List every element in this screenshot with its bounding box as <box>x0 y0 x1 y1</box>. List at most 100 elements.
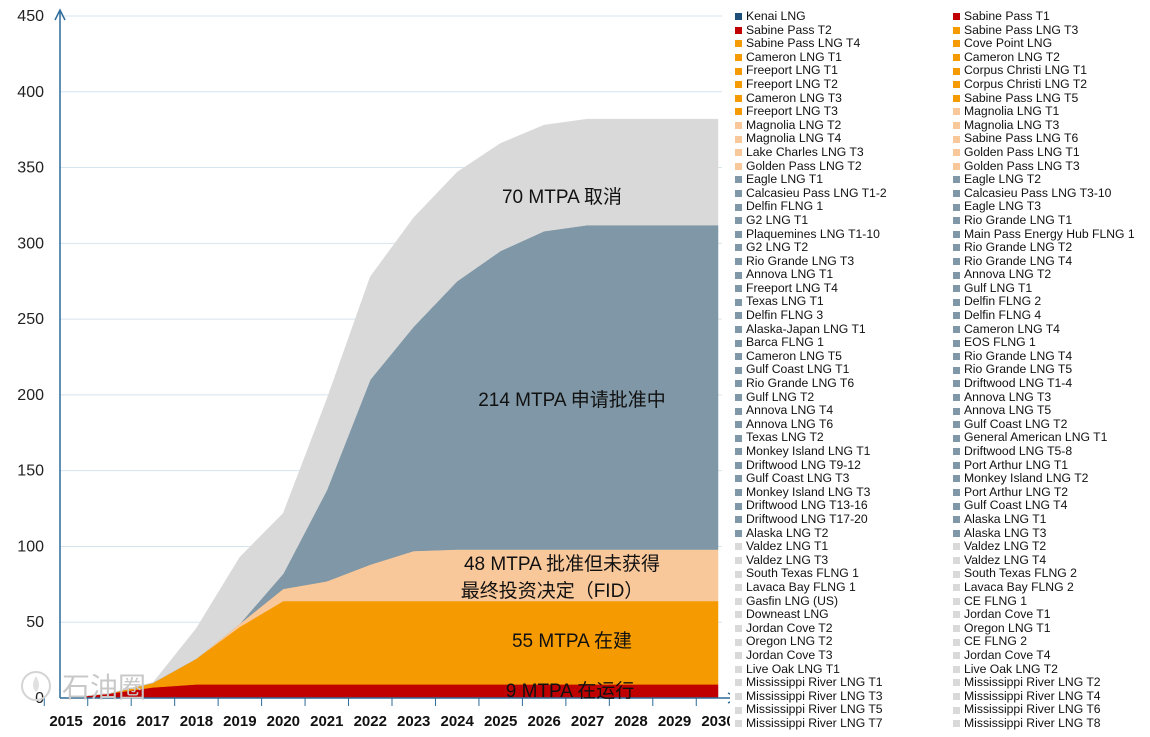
legend-swatch <box>953 597 960 605</box>
legend-item: Driftwood LNG T5-8 <box>953 444 1150 459</box>
legend-label: Alaska LNG T3 <box>964 525 1047 540</box>
legend-swatch <box>953 190 960 198</box>
legend-item: Corpus Christi LNG T2 <box>953 77 1150 92</box>
legend-swatch <box>953 665 960 673</box>
legend-label: Main Pass Energy Hub FLNG 1 <box>964 226 1135 241</box>
legend-swatch <box>735 461 742 469</box>
legend-label: Magnolia LNG T1 <box>964 104 1060 119</box>
legend-label: Freeport LNG T2 <box>746 76 838 91</box>
legend-label: Annova LNG T1 <box>746 267 834 282</box>
y-tick-label: 250 <box>17 311 44 328</box>
legend-swatch <box>953 108 960 116</box>
legend-swatch <box>735 434 742 442</box>
legend-item: G2 LNG T1 <box>735 213 950 228</box>
legend-label: Plaquemines LNG T1-10 <box>746 226 880 241</box>
legend-swatch <box>735 108 742 116</box>
legend-swatch <box>953 584 960 592</box>
legend-item: Cameron LNG T4 <box>953 322 1150 337</box>
legend-label: Mississippi River LNG T4 <box>964 688 1101 703</box>
legend-label: Jordan Cove T2 <box>746 620 833 635</box>
legend-item: Oregon LNG T1 <box>953 621 1150 636</box>
legend-item: EOS FLNG 1 <box>953 336 1150 350</box>
x-tick-label: 2021 <box>310 713 343 730</box>
legend-label: Delfin FLNG 4 <box>964 308 1042 323</box>
legend-item: Alaska LNG T1 <box>953 511 1150 527</box>
legend-label: Sabine Pass LNG T3 <box>964 22 1079 37</box>
legend-swatch <box>735 285 742 293</box>
x-axis-ticks: 2015 2016 2017 2018 2019 2020 2021 2022 2023 2024… <box>43 698 730 730</box>
legend-swatch <box>953 543 960 551</box>
legend-item: Gulf LNG T2 <box>735 390 950 405</box>
legend-swatch <box>953 529 960 537</box>
legend-label: Monkey Island LNG T1 <box>746 444 871 458</box>
legend-label: Port Arthur LNG T2 <box>964 484 1069 499</box>
legend-swatch <box>735 448 742 456</box>
legend-label: Sabine Pass LNG T4 <box>746 36 861 51</box>
legend-label: Freeport LNG T1 <box>746 63 838 78</box>
legend-swatch <box>953 67 960 75</box>
legend-label: Jordan Cove T1 <box>964 607 1051 622</box>
legend-label: Sabine Pass T1 <box>964 9 1050 23</box>
legend-item: Lavaca Bay FLNG 1 <box>735 579 950 595</box>
legend-item: Cameron LNG T1 <box>735 50 950 65</box>
legend-item: Annova LNG T2 <box>953 268 1150 282</box>
legend-label: Driftwood LNG T9-12 <box>746 457 861 472</box>
legend-item: Sabine Pass LNG T5 <box>953 91 1150 106</box>
legend-item: Rio Grande LNG T4 <box>953 349 1150 364</box>
y-tick-label: 0 <box>35 690 44 707</box>
legend-item: Lavaca Bay FLNG 2 <box>953 580 1150 595</box>
legend-swatch <box>953 94 960 102</box>
legend-label: Mississippi River LNG T7 <box>746 715 883 730</box>
legend-label: Sabine Pass T2 <box>746 22 832 37</box>
x-tick-label: 2017 <box>136 713 169 730</box>
watermark: 石油圈 <box>21 671 146 703</box>
legend-label: Delfin FLNG 3 <box>746 308 824 323</box>
x-tick-label: 2023 <box>397 713 430 730</box>
x-tick-label: 2025 <box>484 713 517 730</box>
x-tick-label: 2022 <box>354 713 387 730</box>
y-tick-label: 300 <box>17 235 44 252</box>
legend-item: Port Arthur LNG T2 <box>953 484 1150 500</box>
x-tick-label: 2015 <box>49 713 82 730</box>
legend-swatch <box>735 407 742 415</box>
legend: Kenai LNG Sabine Pass T2 Sabine Pass LNG T… <box>735 9 1150 731</box>
legend-swatch <box>953 353 960 361</box>
legend-item: Eagle LNG T3 <box>953 200 1150 214</box>
legend-swatch <box>953 13 960 21</box>
legend-swatch <box>953 393 960 401</box>
legend-item: General American LNG T1 <box>953 431 1150 445</box>
legend-label: South Texas FLNG 1 <box>746 566 859 581</box>
legend-swatch <box>735 325 742 333</box>
annotation-label: 9 MTPA 在运行 <box>506 680 634 702</box>
legend-item: Corpus Christi LNG T1 <box>953 64 1150 78</box>
legend-label: Calcasieu Pass LNG T1-2 <box>746 185 887 200</box>
legend-swatch <box>953 312 960 320</box>
legend-swatch <box>735 502 742 510</box>
legend-item: CE FLNG 1 <box>953 594 1150 609</box>
legend-label: Alaska-Japan LNG T1 <box>746 321 866 336</box>
legend-item: Mississippi River LNG T7 <box>735 715 950 731</box>
legend-swatch <box>953 26 960 34</box>
legend-swatch <box>735 421 742 429</box>
legend-label: Alaska LNG T1 <box>964 511 1047 526</box>
legend-item: Driftwood LNG T17-20 <box>735 512 950 527</box>
legend-swatch <box>735 217 742 225</box>
legend-swatch <box>953 325 960 333</box>
legend-swatch <box>953 502 960 510</box>
legend-item: Kenai LNG <box>735 9 950 24</box>
legend-swatch <box>953 475 960 483</box>
legend-item: Freeport LNG T3 <box>735 105 950 119</box>
legend-swatch <box>953 339 960 347</box>
legend-swatch <box>735 529 742 537</box>
watermark-drop-icon <box>33 676 39 692</box>
legend-label: Annova LNG T2 <box>964 267 1052 282</box>
legend-item: Lake Charles LNG T3 <box>735 145 950 160</box>
legend-label: Alaska LNG T2 <box>746 525 829 540</box>
legend-item: Mississippi River LNG T5 <box>735 703 950 717</box>
x-tick-label: 2024 <box>441 713 475 730</box>
legend-item: Jordan Cove T2 <box>735 620 950 636</box>
legend-swatch <box>735 611 742 619</box>
legend-swatch <box>735 339 742 347</box>
legend-label: Lavaca Bay FLNG 1 <box>746 579 856 594</box>
legend-swatch <box>735 244 742 252</box>
